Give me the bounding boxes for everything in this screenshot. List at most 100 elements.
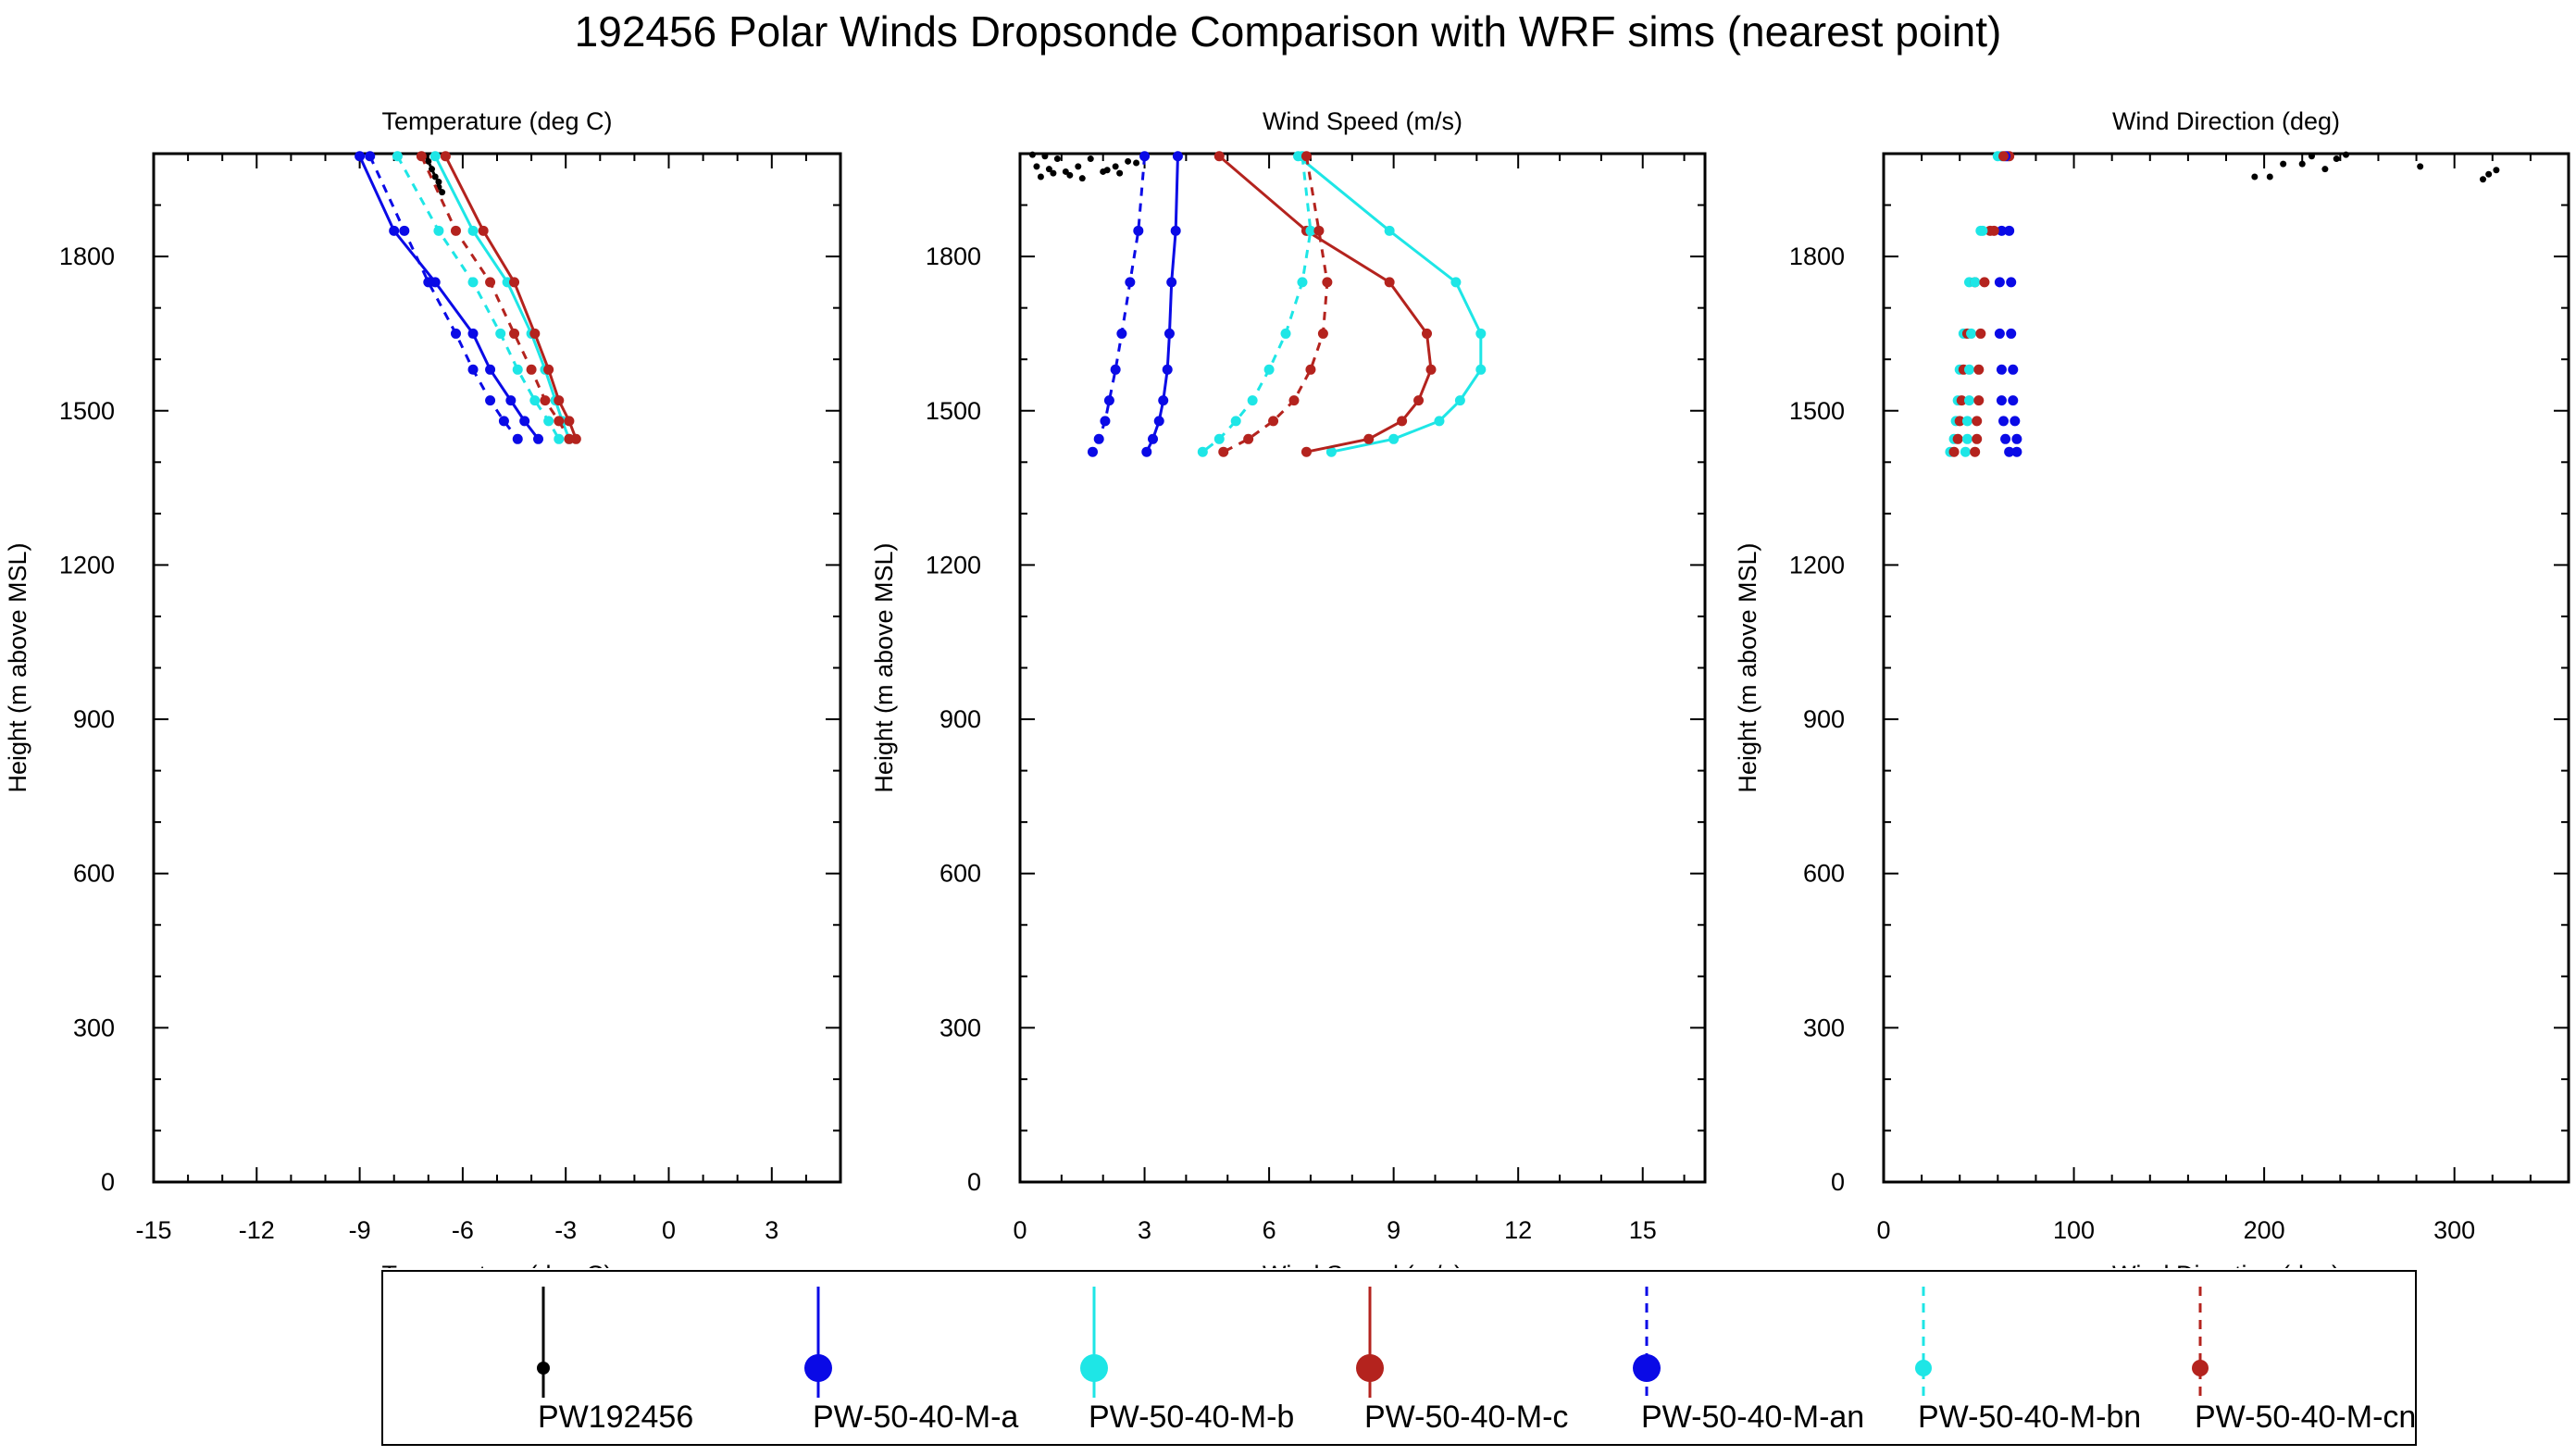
data-point [450,328,461,339]
data-point [505,395,516,406]
x-tick-label: -15 [135,1216,171,1244]
data-point [399,225,410,236]
data-point [467,277,479,288]
data-point [543,416,554,427]
data-point [1288,395,1300,406]
legend-label: PW-50-40-M-bn [1918,1400,2142,1435]
data-point [1996,225,2007,236]
y-tick-label: 1800 [926,243,981,270]
series-line [1201,156,1313,454]
data-point [1996,364,2007,375]
data-point [478,225,489,236]
data-point [1110,364,1121,375]
data-point [1970,446,1981,457]
x-tick-label: -9 [349,1216,371,1244]
data-point [2493,167,2500,174]
data-point [1384,225,1395,236]
data-point [1053,156,1061,163]
data-point [1141,446,1152,457]
data-point [1139,151,1151,162]
data-point [512,364,523,375]
data-point [2004,225,2015,236]
y-tick-label: 0 [1831,1168,1845,1196]
legend-marker [1633,1287,1661,1398]
x-tick-label: 0 [1013,1216,1027,1244]
y-tick-label: 300 [940,1014,981,1041]
data-point [1434,416,1445,427]
panel-title: Wind Speed (m/s) [1263,107,1462,135]
data-point [1164,328,1175,339]
panel-title: Wind Direction (deg) [2112,107,2340,135]
data-point [2251,173,2259,180]
data-point [1972,416,1983,427]
data-point [1972,433,1983,444]
data-point [1970,277,1981,288]
data-point [2006,277,2017,288]
x-tick-label: 300 [2433,1216,2475,1244]
data-point [519,416,530,427]
x-tick-label: 15 [1629,1216,1657,1244]
data-point [1425,364,1437,375]
y-tick-label: 1500 [59,397,115,425]
data-point [2298,160,2306,168]
data-point [498,416,509,427]
data-point [1973,395,1985,406]
y-tick-label: 600 [940,860,981,888]
data-point [1087,446,1098,457]
series-pw-50-40-m-a [1141,151,1183,457]
legend-marker [804,1287,832,1398]
data-point [554,433,565,444]
data-point [1998,151,2009,162]
data-point [389,225,400,236]
legend-label: PW-50-40-M-b [1089,1400,1295,1435]
data-point [485,277,496,288]
data-point [2333,156,2340,163]
series-pw-50-40-m-bn [1197,151,1316,457]
data-point [1166,277,1177,288]
data-point [431,173,439,180]
data-point [1158,395,1169,406]
series-pw-50-40-m-b [1945,151,2007,457]
data-point [467,328,479,339]
data-point [1388,433,1400,444]
y-tick-label: 900 [1803,705,1845,733]
data-point [435,179,442,186]
data-point [533,433,544,444]
data-point [1133,159,1140,167]
legend-marker [2192,1287,2209,1398]
series-pw-50-40-m-bn [392,151,565,444]
y-tick-label: 0 [101,1168,115,1196]
data-point [365,151,376,162]
data-point [1247,395,1258,406]
data-point [512,433,523,444]
data-point [540,395,551,406]
y-tick-label: 1200 [59,551,115,579]
data-point [1213,433,1225,444]
data-point [1422,328,1433,339]
data-point [1116,169,1124,177]
series-pw-50-40-m-an [365,151,523,444]
series-line [1145,156,1179,453]
data-point [1112,163,1119,170]
series-pw-50-40-m-c [1213,151,1437,457]
data-point [543,364,554,375]
data-point [1475,364,1487,375]
panel-temperature-deg-c: Temperature (deg C) Temperature (deg C) He… [4,107,842,1268]
data-point [2417,163,2424,170]
data-point [1956,395,1967,406]
data-point [467,364,479,375]
data-point [1297,277,1308,288]
series-pw-50-40-m-a [2002,151,2022,457]
legend: PW192456 PW-50-40-M-a PW-50-40-M-b PW-50-40… [381,1270,2417,1446]
data-point [467,225,479,236]
data-point [1033,163,1040,170]
y-tick-label: 900 [73,705,115,733]
data-point [1384,277,1395,288]
series-pw-50-40-m-cn [1218,151,1333,457]
x-tick-label: -3 [554,1216,577,1244]
data-point [1103,395,1114,406]
data-point [1988,225,1999,236]
data-point [1313,225,1325,236]
series-pw-50-40-m-b [429,151,575,444]
legend-dot [1633,1354,1661,1382]
